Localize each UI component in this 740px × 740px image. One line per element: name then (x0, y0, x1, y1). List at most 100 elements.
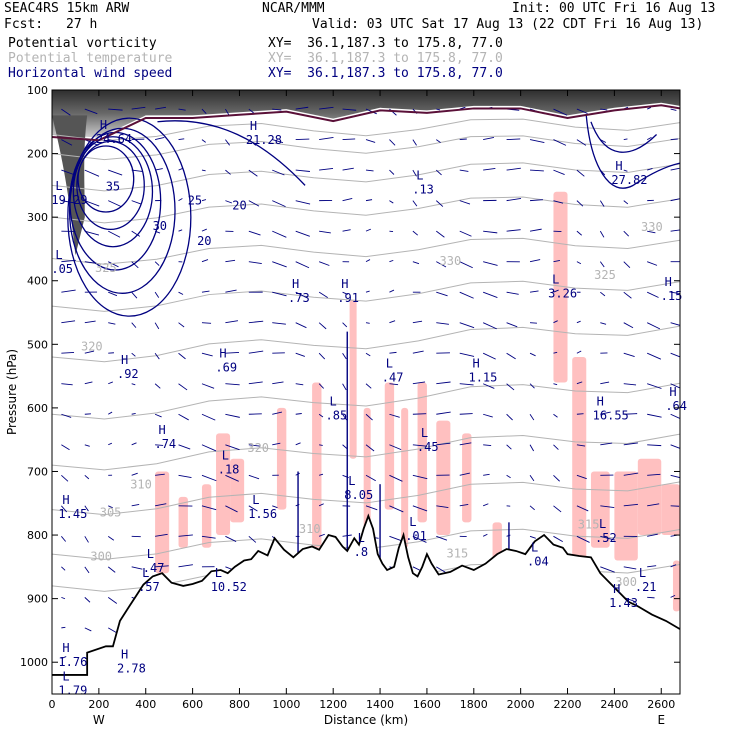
theta-label: 330 (641, 220, 663, 234)
wind-arrow (670, 474, 680, 479)
wind-arrow (553, 169, 565, 175)
extremum-letter: H (292, 277, 299, 291)
wind-arrow (155, 473, 165, 476)
wind-arrow (61, 352, 75, 354)
wind-arrow (248, 139, 257, 146)
wind-arrow (647, 596, 655, 599)
wind-arrow (131, 352, 136, 357)
wind-arrow (131, 504, 140, 507)
plot-frame (51, 89, 681, 695)
wind-contour-label: 30 (153, 219, 167, 233)
wind-arrow (108, 139, 123, 144)
wind-arrow (272, 381, 284, 385)
wind-arrow (482, 503, 489, 507)
y-tick-label: 800 (27, 529, 48, 542)
extremum-value: .13 (412, 183, 434, 197)
wind-arrow (178, 138, 185, 141)
extremum-value: .21 (635, 580, 657, 594)
wind-arrow (61, 320, 76, 324)
theta-contour (52, 433, 680, 471)
wind-arrow (529, 475, 535, 482)
wind-arrow (412, 230, 419, 236)
wind-arrow (459, 503, 469, 507)
extremum-letter: H (613, 582, 620, 596)
theta-contour (52, 135, 680, 161)
wind-arrow (412, 200, 418, 207)
wind-arrow (670, 352, 680, 358)
y-tick-label: 100 (27, 84, 48, 97)
org-name: NCAR/MMM (262, 1, 325, 16)
wind-arrow (646, 322, 661, 330)
wind-arrow (131, 383, 136, 386)
theta-label: 320 (81, 340, 103, 354)
extremum-value: .92 (117, 367, 139, 381)
wind-arrow (600, 322, 607, 325)
wind-arrow (84, 597, 91, 603)
theta-contour (52, 196, 680, 224)
wind-arrow (178, 291, 184, 295)
extremum-letter: H (62, 493, 69, 507)
shaded-region (349, 299, 357, 459)
wind-arrow (529, 414, 535, 421)
wind-arrow (225, 505, 238, 513)
wind-arrow (178, 322, 185, 328)
field-name-theta: Potential temperature (8, 51, 173, 66)
wind-arrow (318, 383, 324, 389)
wind-arrow (248, 169, 258, 177)
extremum-letter: L (358, 531, 365, 545)
wind-arrow (108, 108, 123, 111)
wind-contour (585, 115, 680, 189)
wind-arrow (529, 535, 536, 539)
wind-arrow (483, 291, 498, 298)
extremum-value: 19.29 (51, 193, 87, 207)
wind-arrow (623, 322, 634, 329)
wind-arrow (435, 169, 442, 176)
wind-arrow (319, 473, 324, 476)
wind-arrow (365, 199, 373, 202)
wind-contour-label: 20 (197, 234, 211, 248)
wind-arrow (600, 535, 615, 541)
wind-arrow (318, 503, 324, 507)
wind-arrow (623, 138, 628, 141)
wind-arrow (623, 503, 638, 507)
x-tick-label: 800 (229, 698, 250, 711)
wind-arrow (600, 139, 607, 143)
wind-arrow (272, 230, 287, 238)
wind-arrow (319, 106, 334, 110)
wind-arrow (576, 413, 584, 415)
wind-arrow (108, 505, 113, 509)
extremum-letter: H (219, 347, 226, 361)
wind-arrow (318, 261, 330, 266)
wind-arrow (225, 444, 240, 451)
wind-arrow (365, 169, 374, 172)
extremum-value: .57 (138, 580, 160, 594)
wind-arrow (576, 505, 589, 512)
wind-arrow (318, 533, 325, 537)
wind-arrow (412, 381, 426, 385)
wind-arrow (225, 108, 230, 116)
wind-arrow (107, 535, 115, 541)
wind-arrow (248, 474, 260, 480)
shaded-region (216, 433, 231, 536)
wind-arrow (389, 259, 394, 263)
wind-arrow (318, 322, 327, 330)
extremum-letter: H (341, 277, 348, 291)
wind-arrow (670, 594, 676, 598)
extremum-letter: L (62, 670, 69, 684)
wind-arrow (248, 350, 264, 354)
wind-arrow (61, 444, 70, 451)
wind-arrow (436, 291, 448, 297)
wind-arrow (61, 139, 73, 146)
wind-arrow (154, 261, 160, 266)
wind-arrow (389, 320, 396, 324)
extremum-value: .74 (154, 437, 176, 451)
wind-arrow (84, 169, 100, 177)
wind-arrow (482, 322, 497, 330)
wind-arrow (272, 169, 285, 176)
field-name-pv: Potential vorticity (8, 36, 157, 51)
wind-arrow (412, 444, 428, 447)
wind-arrow (647, 444, 662, 447)
wind-arrow (647, 106, 652, 110)
wind-arrow (482, 533, 488, 537)
wind-arrow (318, 352, 326, 360)
